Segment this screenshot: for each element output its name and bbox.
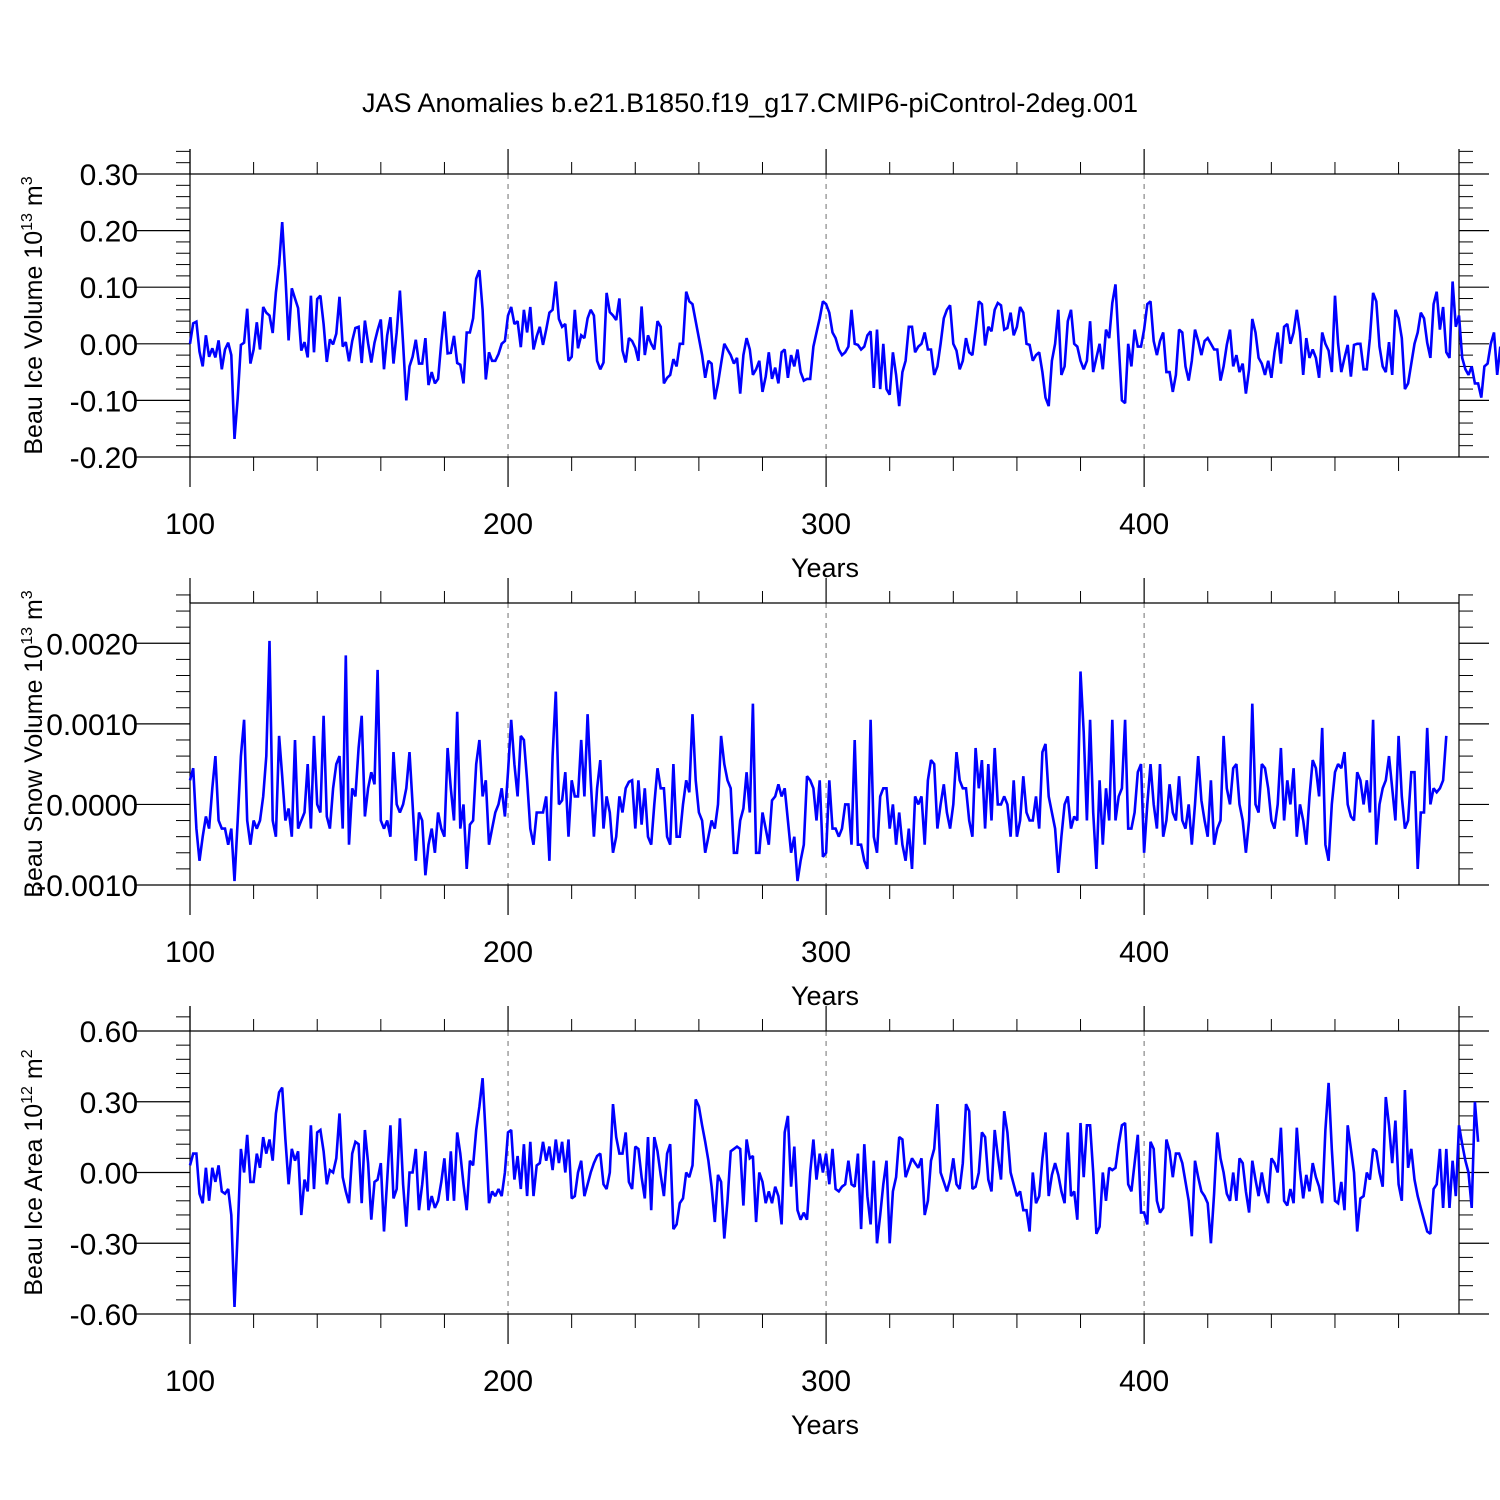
x-axis-label: Years: [791, 981, 859, 1011]
y-axis-label: Beau Snow Volume 1013 m3: [19, 590, 48, 898]
x-tick-label: 100: [165, 508, 215, 541]
y-tick-label: 0.20: [80, 216, 138, 249]
y-tick-label: 0.30: [80, 1087, 138, 1120]
x-tick-label: 100: [165, 936, 215, 969]
x-tick-label: 300: [801, 1365, 851, 1398]
y-tick-label: 0.0010: [46, 709, 138, 742]
y-axis-label: Beau Ice Area 1012 m2: [19, 1049, 48, 1295]
y-tick-label: 0.60: [80, 1016, 138, 1049]
x-tick-label: 300: [801, 508, 851, 541]
y-tick-label: -0.20: [70, 442, 138, 475]
y-tick-label: -0.0010: [36, 870, 138, 903]
x-tick-label: 200: [483, 936, 533, 969]
panel-1: 100 200 300 400 -0.20 -0.10 0.00 0.10 0.20 0.30 Ye…: [19, 149, 1500, 583]
y-tick-label: -0.30: [70, 1228, 138, 1261]
x-tick-label: 400: [1119, 1365, 1169, 1398]
y-tick-label: 0.10: [80, 272, 138, 305]
series-line: [188, 222, 1500, 440]
y-tick-label: -0.10: [70, 385, 138, 418]
figure-title: JAS Anomalies b.e21.B1850.f19_g17.CMIP6-…: [362, 88, 1138, 118]
x-tick-label: 200: [483, 1365, 533, 1398]
x-tick-label: 100: [165, 1365, 215, 1398]
panel-2: 100 200 300 400 -0.0010 0.0000 0.0010 0.0020 Yea…: [19, 578, 1489, 1011]
y-tick-label: 0.00: [80, 1158, 138, 1191]
y-tick-label: -0.60: [70, 1299, 138, 1332]
y-tick-label: 0.30: [80, 159, 138, 192]
x-tick-label: 300: [801, 936, 851, 969]
y-tick-label: 0.0000: [46, 789, 138, 822]
panel-3: 100 200 300 400 -0.60 -0.30 0.00 0.30 0.60 Years B…: [19, 1006, 1489, 1440]
y-axis-label: Beau Ice Volume 1013 m3: [19, 176, 48, 454]
x-axis-label: Years: [791, 553, 859, 583]
panels: 100 200 300 400 -0.20 -0.10 0.00 0.10 0.20 0.30 Ye…: [19, 149, 1500, 1440]
x-tick-label: 400: [1119, 936, 1169, 969]
x-tick-label: 400: [1119, 508, 1169, 541]
y-tick-label: 0.0020: [46, 628, 138, 661]
series-line: [188, 640, 1448, 882]
series-line: [188, 1078, 1480, 1307]
y-tick-label: 0.00: [80, 329, 138, 362]
x-axis-label: Years: [791, 1410, 859, 1440]
x-tick-label: 200: [483, 508, 533, 541]
